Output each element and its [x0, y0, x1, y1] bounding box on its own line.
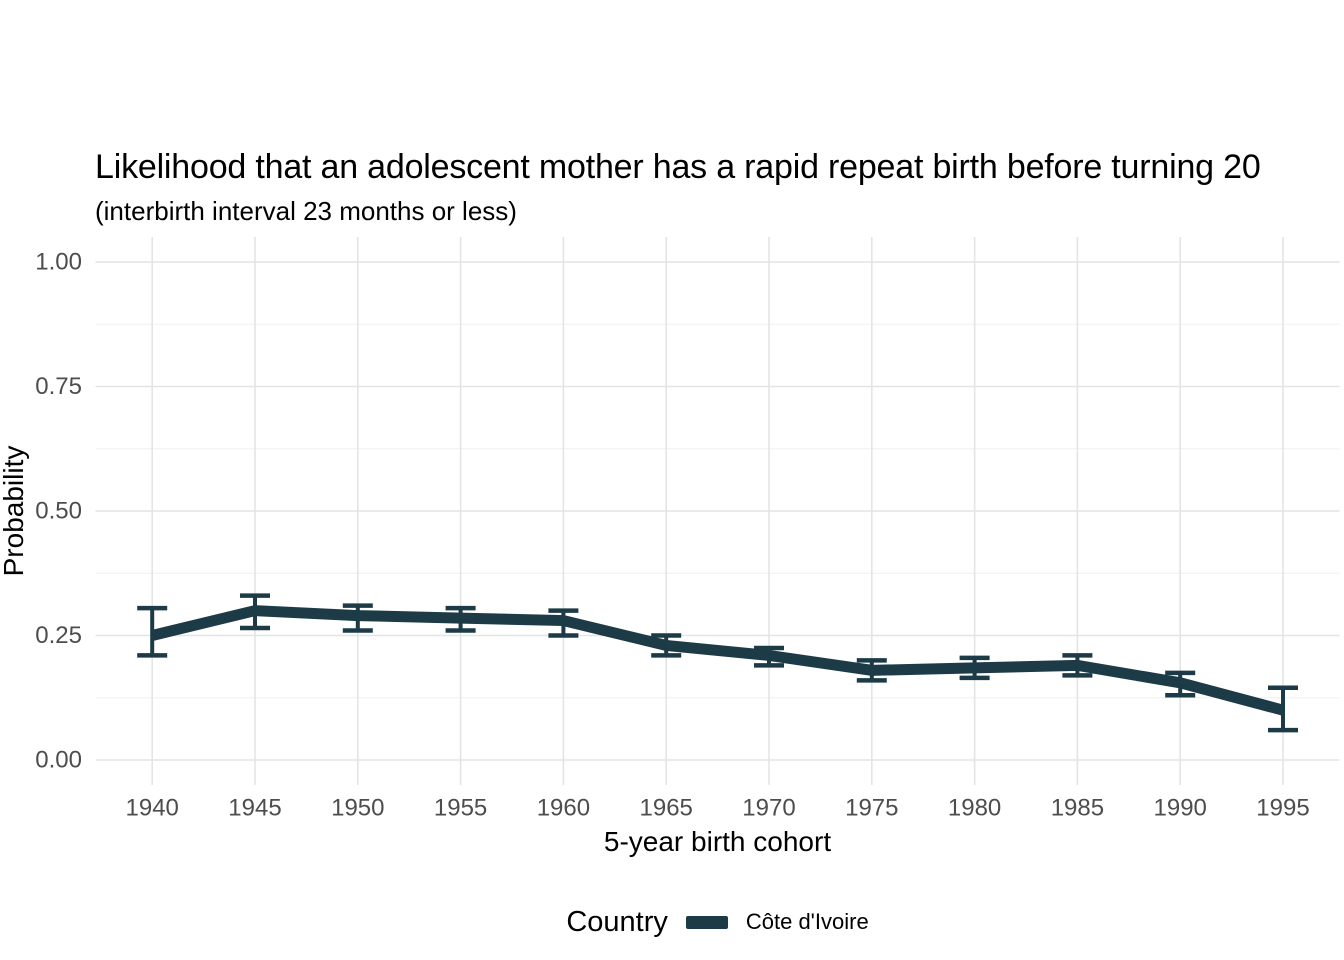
- legend-entry-label: Côte d'Ivoire: [745, 909, 869, 934]
- x-tick-label: 1970: [742, 795, 795, 822]
- chart-title: Likelihood that an adolescent mother has…: [95, 148, 1261, 186]
- x-tick-label: 1990: [1154, 795, 1207, 822]
- x-tick-label: 1945: [228, 795, 281, 822]
- chart-subtitle: (interbirth interval 23 months or less): [95, 196, 517, 226]
- legend-line-swatch: [685, 915, 728, 929]
- y-tick-label: 0.50: [35, 498, 82, 525]
- legend: Country Côte d'Ivoire: [95, 902, 1340, 942]
- x-tick-label: 1965: [640, 795, 693, 822]
- x-tick-label: 1975: [845, 795, 898, 822]
- x-axis-title: 5-year birth cohort: [603, 826, 832, 857]
- series-line-cote-divoire: [150, 605, 1285, 716]
- x-tick-label: 1960: [537, 795, 590, 822]
- x-tick-label: 1995: [1256, 795, 1309, 822]
- y-tick-label: 1.00: [35, 249, 82, 276]
- x-tick-label: 1950: [331, 795, 384, 822]
- x-tick-label: 1980: [948, 795, 1001, 822]
- legend-title: Country: [566, 905, 668, 938]
- y-tick-label: 0.25: [35, 622, 82, 649]
- x-tick-label: 1955: [434, 795, 487, 822]
- y-axis-title: Probability: [0, 445, 29, 577]
- y-tick-label: 0.00: [35, 747, 82, 774]
- y-tick-label: 0.75: [35, 373, 82, 400]
- x-tick-label: 1940: [126, 795, 179, 822]
- x-tick-label: 1985: [1051, 795, 1104, 822]
